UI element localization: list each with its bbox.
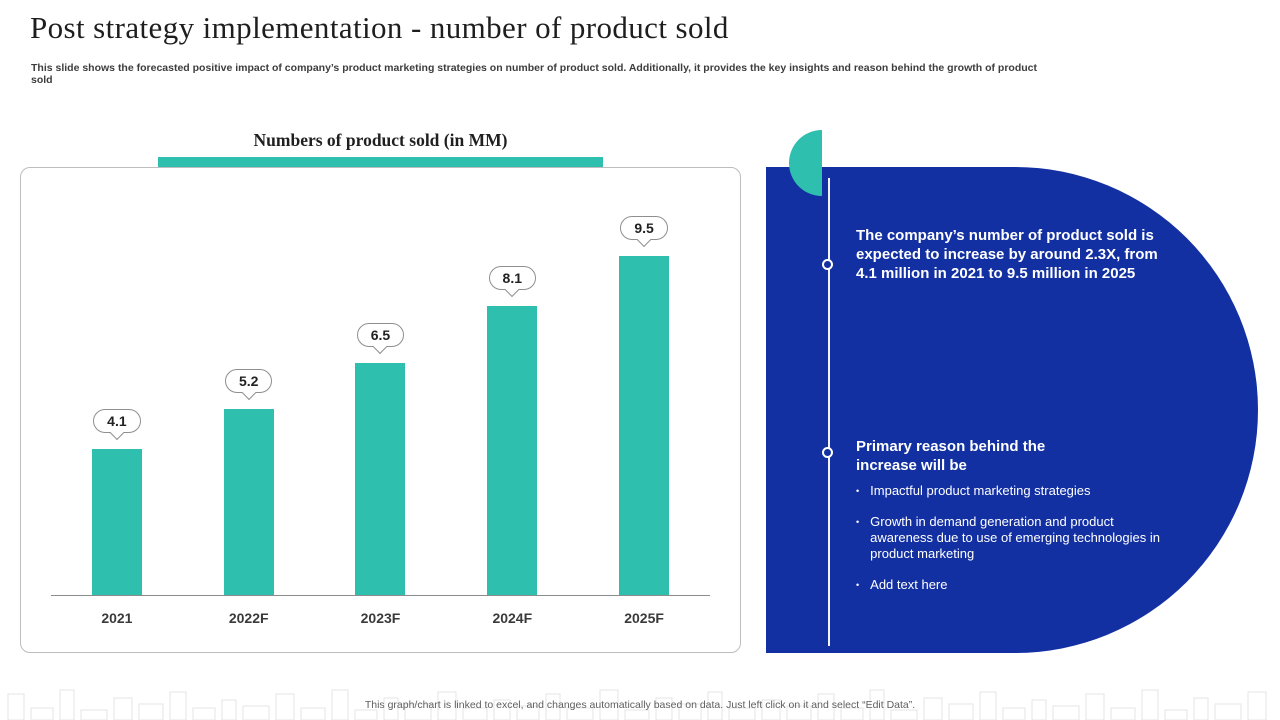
city-skyline-decoration xyxy=(7,689,1267,720)
bullet-item: • Growth in demand generation and produc… xyxy=(856,514,1168,562)
data-label-bubble: 9.5 xyxy=(620,216,668,240)
chart-link-note: This graph/chart is linked to excel, and… xyxy=(364,699,916,711)
x-axis-label: 2022F xyxy=(228,610,269,626)
insight-summary: The company’s number of product sold is … xyxy=(856,227,1158,282)
bar-column: 4.1 xyxy=(51,409,183,595)
bullet-item: • Impactful product marketing strategies xyxy=(856,483,1168,499)
bullet-icon: • xyxy=(856,486,860,496)
x-axis-label: 2025F xyxy=(624,610,664,626)
page-title: Post strategy implementation - number of… xyxy=(30,10,729,45)
timeline-marker xyxy=(822,259,833,270)
timeline-marker xyxy=(822,447,833,458)
insight-panel xyxy=(766,167,1258,653)
timeline-line xyxy=(828,178,830,646)
data-label-bubble: 5.2 xyxy=(224,369,273,393)
x-axis-label: 2024F xyxy=(492,610,533,626)
bar-column: 5.2 xyxy=(183,369,315,595)
bullet-icon: • xyxy=(856,517,860,527)
bullet-icon: • xyxy=(856,580,860,590)
bullet-text: Add text here xyxy=(870,577,948,592)
reason-bullets: • Impactful product marketing strategies… xyxy=(856,483,1168,608)
data-label-bubble: 4.1 xyxy=(93,409,141,433)
data-label-bubble: 8.1 xyxy=(488,266,537,290)
bullet-text: Impactful product marketing strategies xyxy=(870,483,1091,498)
bar-plot: 4.1 5.2 6.5 8.1 9.5 xyxy=(51,208,710,596)
bar[interactable] xyxy=(91,449,142,595)
bar-column: 9.5 xyxy=(578,216,710,595)
x-axis-label: 2021 xyxy=(101,610,133,626)
bar-chart-panel[interactable]: 4.1 5.2 6.5 8.1 9.5 2021 2022F 2 xyxy=(20,167,741,653)
page-subtitle: This slide shows the forecasted positive… xyxy=(31,62,1037,86)
chart-title: Numbers of product sold (in MM) xyxy=(253,130,508,150)
bar[interactable] xyxy=(487,306,538,595)
bar-column: 8.1 xyxy=(446,266,578,595)
x-axis-labels: 2021 2022F 2023F 2024F 2025F xyxy=(51,610,710,626)
data-label-bubble: 6.5 xyxy=(356,323,405,347)
x-axis-label: 2023F xyxy=(360,610,401,626)
bar-column: 6.5 xyxy=(315,323,447,595)
bullet-item: • Add text here xyxy=(856,577,1168,593)
reason-heading: Primary reason behind the increase will … xyxy=(856,438,1046,474)
chart-title-underline xyxy=(158,157,603,167)
bar[interactable] xyxy=(223,409,274,595)
bar[interactable] xyxy=(619,256,670,595)
bullet-text: Growth in demand generation and product … xyxy=(870,514,1160,561)
bar[interactable] xyxy=(355,363,406,595)
